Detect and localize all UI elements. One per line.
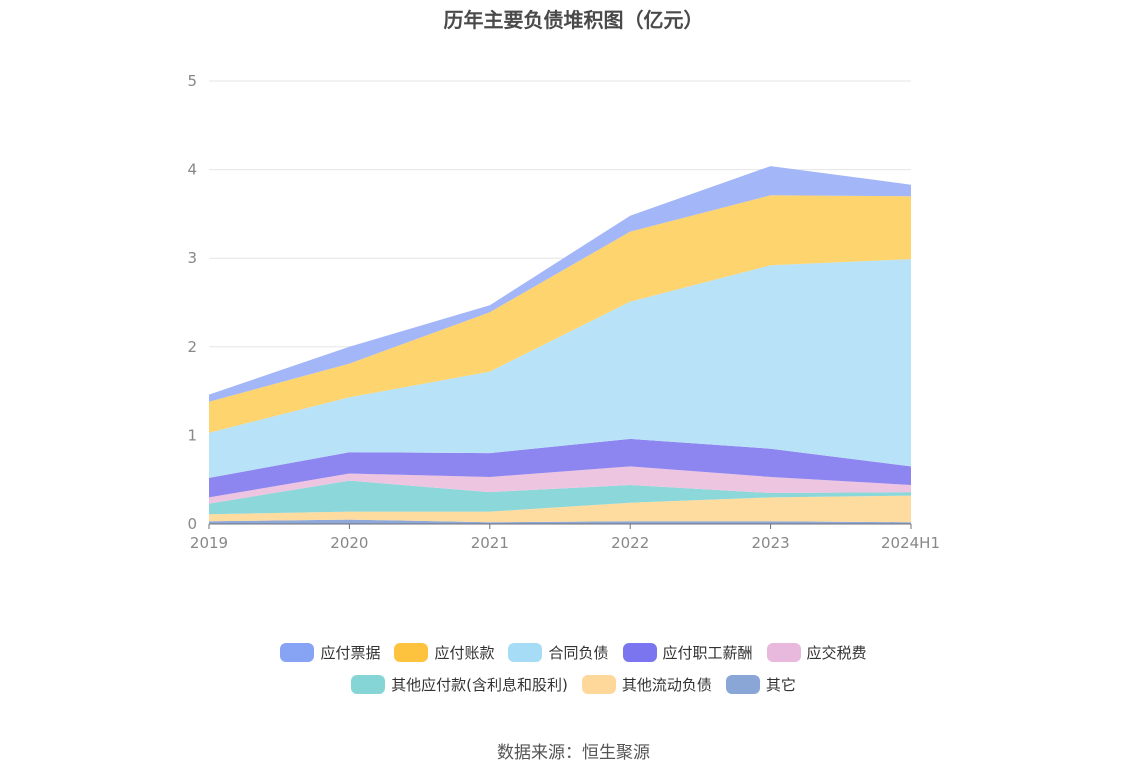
legend-label: 其他应付款(含利息和股利) <box>391 675 568 694</box>
legend-label: 应付账款 <box>434 643 495 662</box>
legend-swatch <box>280 642 315 662</box>
y-tick-label: 1 <box>187 426 197 444</box>
y-tick-label: 2 <box>187 338 197 356</box>
legend-label: 其它 <box>765 675 796 694</box>
legend-row-1: 应付票据 应付账款 合同负债 应付职工薪酬 应交税费 <box>0 640 1147 664</box>
legend-item[interactable]: 其他应付款(含利息和股利) <box>351 672 568 696</box>
y-tick-label: 4 <box>187 161 197 179</box>
legend-swatch <box>581 674 616 694</box>
legend-swatch <box>725 674 760 694</box>
area-series <box>209 166 911 524</box>
area-series-应交税费 <box>209 466 911 504</box>
x-tick-label: 2019 <box>190 534 228 552</box>
legend-item[interactable]: 其他流动负债 <box>581 672 712 696</box>
x-tick-label: 2022 <box>611 534 649 552</box>
legend-item[interactable]: 应付票据 <box>280 640 380 664</box>
legend-label: 应付票据 <box>320 643 381 662</box>
legend-label: 其他流动负债 <box>621 675 712 694</box>
y-tick-label: 0 <box>187 515 197 533</box>
x-tick-label: 2024H1 <box>881 534 940 552</box>
chart-title: 历年主要负债堆积图（亿元） <box>443 8 704 32</box>
legend-item[interactable]: 应交税费 <box>766 640 867 664</box>
legend-label: 合同负债 <box>548 643 609 662</box>
legend-swatch <box>622 642 657 662</box>
area-series-其他应付款(含利息和股利) <box>209 480 911 515</box>
legend-item[interactable]: 应付职工薪酬 <box>622 640 753 664</box>
legend-swatch <box>394 642 429 662</box>
legend-swatch <box>766 642 801 662</box>
area-series-其它 <box>209 519 911 524</box>
legend-swatch <box>508 642 543 662</box>
area-series-应付票据 <box>209 166 911 402</box>
area-series-应付职工薪酬 <box>209 438 911 498</box>
legend-item[interactable]: 应付账款 <box>394 640 494 664</box>
y-tick-label: 5 <box>187 72 197 90</box>
x-tick-label: 2023 <box>752 534 790 552</box>
y-axis-ticks: 0 1 2 3 4 5 <box>187 72 197 533</box>
area-series-应付账款 <box>209 195 911 433</box>
data-source-note: 数据来源：恒生聚源 <box>497 743 650 763</box>
legend-label: 应交税费 <box>806 643 867 662</box>
legend-item[interactable]: 合同负债 <box>508 640 609 664</box>
x-tick-label: 2021 <box>471 534 509 552</box>
x-axis: 2019 2020 2021 2022 2023 2024H1 <box>190 523 940 552</box>
area-series-合同负债 <box>209 259 911 478</box>
legend-row-2: 其他应付款(含利息和股利) 其他流动负债 其它 <box>0 672 1147 696</box>
area-series-其他流动负债 <box>209 495 911 523</box>
legend-swatch <box>351 674 386 694</box>
x-tick-label: 2020 <box>330 534 368 552</box>
legend-item[interactable]: 其它 <box>725 672 796 696</box>
y-tick-label: 3 <box>187 249 197 267</box>
stacked-area-chart: 0 1 2 3 4 5 2019 2020 2021 2022 2023 2024H1 <box>187 72 940 552</box>
legend-label: 应付职工薪酬 <box>662 643 753 662</box>
